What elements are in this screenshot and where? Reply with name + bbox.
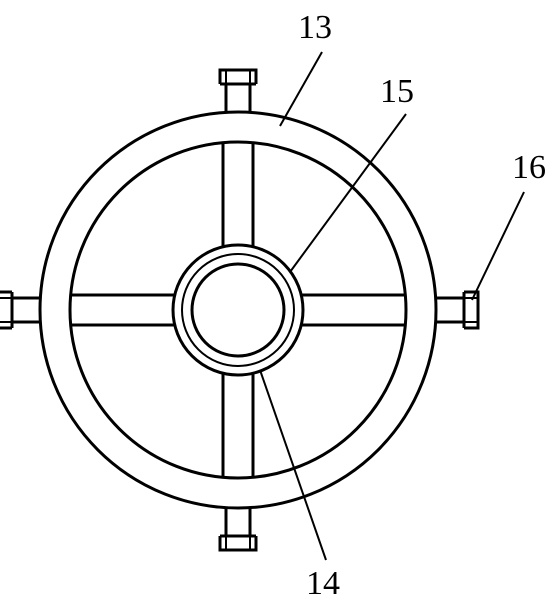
svg-text:13: 13 <box>298 9 332 46</box>
svg-text:15: 15 <box>380 73 414 110</box>
svg-text:16: 16 <box>512 149 546 186</box>
svg-text:14: 14 <box>306 565 340 600</box>
mechanical-diagram: 13 15 16 14 <box>0 0 558 600</box>
